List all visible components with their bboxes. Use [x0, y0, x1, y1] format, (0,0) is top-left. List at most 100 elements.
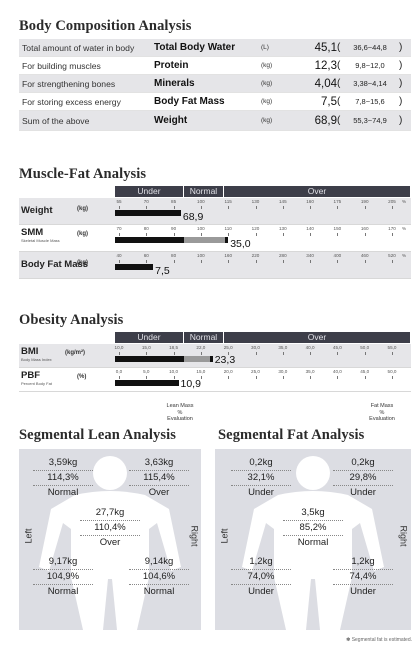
row-description: For strengthening bones: [22, 78, 116, 89]
bar-gray: [184, 356, 210, 362]
segment-mass: 9,14kg: [129, 555, 189, 570]
scale-header-0: Under: [115, 332, 183, 343]
right-arm-fat: 0,2kg 29,8% Under: [333, 456, 393, 500]
tick-mark: [173, 352, 175, 355]
tick-mark: [392, 260, 393, 263]
range-open-paren: (: [337, 115, 341, 126]
bar-black: [115, 237, 184, 243]
row-description: For storing excess energy: [22, 96, 121, 107]
tick-label: 50,0: [387, 369, 397, 374]
tick-label: 120: [251, 226, 260, 231]
tick-mark: [392, 233, 393, 236]
row-range: 3,38~4,14: [353, 79, 387, 88]
row-unit: (kg): [261, 80, 273, 87]
scale-row: Body Fat Mass (kg) 40 60 80 100 160 220 280 340 40…: [19, 252, 411, 279]
right-leg-lean: 9,14kg 104,6% Normal: [129, 555, 189, 599]
tick-label: 400: [333, 253, 342, 258]
segment-percent: 32,1%: [231, 471, 291, 486]
tick-label: 70: [143, 199, 149, 204]
obesity-table: Under Normal Over BMI Body Mass Index (kg/m²)…: [19, 332, 411, 392]
tick-mark: [364, 206, 366, 209]
tick-mark: [146, 233, 148, 236]
segmental-fat-panel: Left Right 0,2kg 32,1% Under 0,2kg 29,8%…: [215, 449, 411, 630]
eval-key-line: %: [177, 409, 183, 416]
tick-mark: [228, 376, 230, 379]
tick-label: 130: [251, 199, 260, 204]
tick-mark: [173, 206, 175, 209]
row-unit: (L): [261, 44, 269, 51]
composition-row: Total amount of water in body Total Body …: [19, 39, 411, 57]
segment-percent: 74,0%: [231, 570, 291, 585]
tick-mark: [337, 352, 339, 355]
tick-label: 15,0: [141, 345, 151, 350]
eval-key-line: Evaluation: [167, 416, 193, 422]
tick-label: 100: [197, 253, 205, 258]
tick-label: 205: [388, 199, 396, 204]
tick-mark: [228, 352, 230, 355]
row-range: 7,8~15,6: [355, 97, 385, 106]
range-close-paren: ): [399, 96, 403, 107]
range-close-paren: ): [399, 115, 403, 126]
row-name: Total Body Water: [154, 42, 236, 53]
tick-label: 15,0: [196, 369, 206, 374]
eval-key-line: Fat Mass: [370, 403, 394, 409]
composition-row: For storing excess energy Body Fat Mass (k…: [19, 93, 411, 111]
trunk-fat: 3,5kg 85,2% Normal: [283, 506, 343, 550]
row-unit: (kg): [261, 98, 273, 105]
right-label: Right: [189, 525, 200, 547]
tick-label: 160: [306, 199, 314, 204]
tick-mark: [119, 352, 120, 355]
tick-mark: [282, 206, 284, 209]
tick-mark: [228, 260, 230, 263]
tick-label: 45,0: [360, 369, 370, 374]
scale-label: BMI: [21, 346, 39, 357]
tick-label: 80: [143, 226, 149, 231]
bar-black: [115, 210, 181, 216]
body-composition-title: Body Composition Analysis: [19, 18, 192, 34]
tick-label: 55,0: [387, 345, 397, 350]
segment-evaluation: Under: [350, 586, 376, 597]
right-leg-fat: 1,2kg 74,4% Under: [333, 555, 393, 599]
tick-mark: [310, 352, 312, 355]
scale-label: SMM: [21, 227, 44, 238]
scale-unit: (kg): [77, 231, 88, 237]
eval-key-line: Lean Mass: [166, 403, 194, 409]
segment-mass: 0,2kg: [333, 456, 393, 471]
row-value: 7,5: [321, 95, 337, 108]
tick-label: 145: [278, 199, 287, 204]
percent-sign: %: [401, 253, 407, 258]
tick-label: 55: [116, 199, 122, 204]
bar-value: 68,9: [182, 211, 204, 223]
bar-value: 7,5: [155, 265, 170, 277]
tick-label: 18,5: [169, 345, 179, 350]
segmental-lean-panel: Left Right 3,59kg 114,3% Normal 3,63kg 1…: [19, 449, 201, 630]
tick-label: 30,0: [278, 369, 288, 374]
bar-end: [225, 237, 229, 243]
row-unit: (kg): [261, 117, 273, 124]
tick-mark: [364, 352, 366, 355]
segment-percent: 74,4%: [333, 570, 393, 585]
tick-mark: [392, 352, 393, 355]
tick-mark: [337, 206, 339, 209]
tick-mark: [146, 376, 148, 379]
tick-label: 22,0: [196, 345, 206, 350]
tick-mark: [337, 233, 339, 236]
segment-evaluation: Normal: [47, 586, 79, 597]
tick-label: 190: [360, 199, 369, 204]
tick-mark: [255, 233, 257, 236]
tick-label: 80: [171, 253, 177, 258]
scale-unit: (kg): [77, 260, 88, 266]
tick-label: 45,0: [332, 345, 342, 350]
obesity-title: Obesity Analysis: [19, 312, 124, 328]
tick-label: 100: [197, 226, 205, 231]
tick-mark: [282, 260, 284, 263]
tick-mark: [364, 376, 366, 379]
scale-row: SMM Skeletal Muscle Mass (kg) 70 80 90 100 110 1…: [19, 225, 411, 252]
bar-gray: [184, 237, 226, 243]
tick-label: 280: [278, 253, 287, 258]
tick-mark: [337, 376, 339, 379]
segmental-fat-title: Segmental Fat Analysis: [218, 427, 365, 443]
tick-label: 140: [306, 226, 314, 231]
composition-row: For building muscles Protein (kg) 12,3(9,8~…: [19, 57, 411, 75]
range-open-paren: (: [337, 78, 341, 89]
